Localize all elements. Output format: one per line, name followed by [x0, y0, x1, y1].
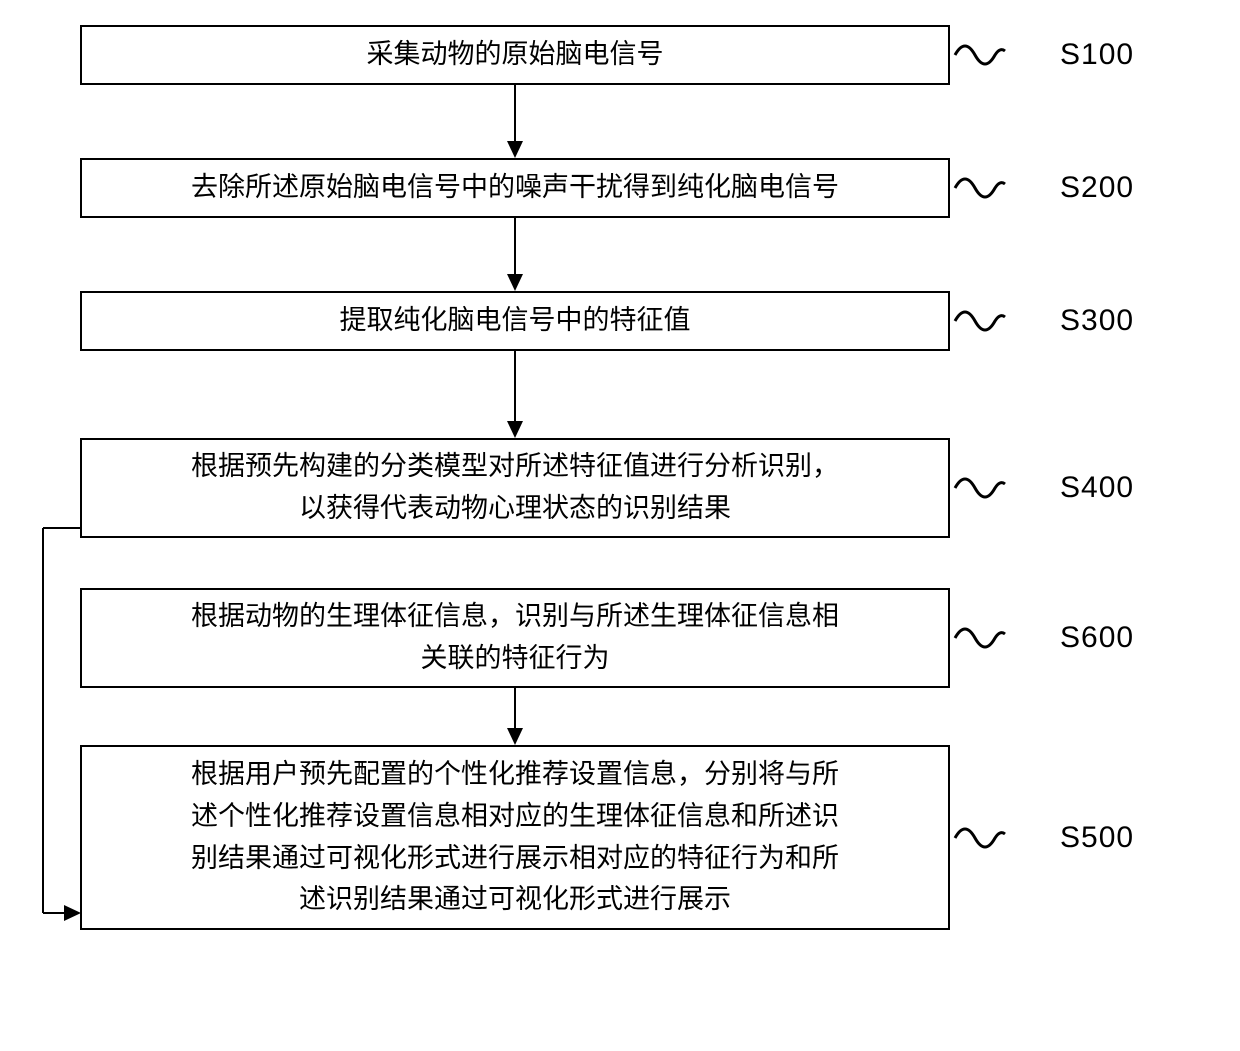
wave-icon	[950, 168, 1010, 208]
wave-icon	[950, 818, 1010, 858]
connector-s500	[950, 818, 1060, 858]
step-text-s200: 去除所述原始脑电信号中的噪声干扰得到纯化脑电信号	[191, 167, 839, 209]
step-row-s600: 根据动物的生理体征信息，识别与所述生理体征信息相 关联的特征行为 S600	[80, 588, 1160, 688]
connector-s200	[950, 168, 1060, 208]
step-text-wrap-s600: 根据动物的生理体征信息，识别与所述生理体征信息相 关联的特征行为	[191, 596, 839, 680]
step-row-s400: 根据预先构建的分类模型对所述特征值进行分析识别， 以获得代表动物心理状态的识别结…	[80, 438, 1160, 538]
arrow-s200-s300	[80, 218, 950, 291]
step-text-s400-l2: 以获得代表动物心理状态的识别结果	[299, 493, 731, 523]
step-box-s500: 根据用户预先配置的个性化推荐设置信息，分别将与所 述个性化推荐设置信息相对应的生…	[80, 745, 950, 930]
arrow-s600-s500	[80, 688, 950, 745]
wave-icon	[950, 35, 1010, 75]
step-row-s100: 采集动物的原始脑电信号 S100	[80, 25, 1160, 85]
wave-icon	[950, 618, 1010, 658]
step-box-s600: 根据动物的生理体征信息，识别与所述生理体征信息相 关联的特征行为	[80, 588, 950, 688]
step-text-s400-l1: 根据预先构建的分类模型对所述特征值进行分析识别，	[191, 451, 839, 481]
step-text-wrap-s500: 根据用户预先配置的个性化推荐设置信息，分别将与所 述个性化推荐设置信息相对应的生…	[191, 754, 839, 921]
step-label-s100: S100	[1060, 38, 1134, 72]
arrow-down-icon	[503, 218, 527, 291]
step-text-s500-l1: 根据用户预先配置的个性化推荐设置信息，分别将与所	[191, 759, 839, 789]
step-box-s400: 根据预先构建的分类模型对所述特征值进行分析识别， 以获得代表动物心理状态的识别结…	[80, 438, 950, 538]
step-label-s500: S500	[1060, 821, 1134, 855]
feedback-arrow	[35, 500, 95, 950]
arrow-s100-s200	[80, 85, 950, 158]
step-label-s300: S300	[1060, 304, 1134, 338]
step-row-s200: 去除所述原始脑电信号中的噪声干扰得到纯化脑电信号 S200	[80, 158, 1160, 218]
step-text-s500-l3: 别结果通过可视化形式进行展示相对应的特征行为和所	[191, 843, 839, 873]
step-label-s600: S600	[1060, 621, 1134, 655]
step-box-s300: 提取纯化脑电信号中的特征值	[80, 291, 950, 351]
wave-icon	[950, 468, 1010, 508]
step-text-s100: 采集动物的原始脑电信号	[367, 34, 664, 76]
connector-s300	[950, 301, 1060, 341]
step-text-s300: 提取纯化脑电信号中的特征值	[340, 300, 691, 342]
wave-icon	[950, 301, 1010, 341]
step-text-s600-l2: 关联的特征行为	[421, 643, 610, 673]
connector-s400	[950, 468, 1060, 508]
connector-s600	[950, 618, 1060, 658]
step-text-s500-l4: 述识别结果通过可视化形式进行展示	[299, 884, 731, 914]
arrow-down-icon	[503, 351, 527, 438]
arrow-down-icon	[503, 688, 527, 745]
step-label-s400: S400	[1060, 471, 1134, 505]
step-box-s200: 去除所述原始脑电信号中的噪声干扰得到纯化脑电信号	[80, 158, 950, 218]
step-text-s500-l2: 述个性化推荐设置信息相对应的生理体征信息和所述识	[191, 801, 839, 831]
flowchart-container: 采集动物的原始脑电信号 S100 去除所述原始脑电信号中的噪声干扰得到纯化脑电信…	[80, 25, 1160, 930]
step-box-s100: 采集动物的原始脑电信号	[80, 25, 950, 85]
step-row-s500: 根据用户预先配置的个性化推荐设置信息，分别将与所 述个性化推荐设置信息相对应的生…	[80, 745, 1160, 930]
step-label-s200: S200	[1060, 171, 1134, 205]
step-text-wrap-s400: 根据预先构建的分类模型对所述特征值进行分析识别， 以获得代表动物心理状态的识别结…	[191, 446, 839, 530]
step-text-s600-l1: 根据动物的生理体征信息，识别与所述生理体征信息相	[191, 601, 839, 631]
arrow-down-icon	[503, 85, 527, 158]
arrow-s300-s400	[80, 351, 950, 438]
step-row-s300: 提取纯化脑电信号中的特征值 S300	[80, 291, 1160, 351]
connector-s100	[950, 35, 1060, 75]
gap-s400-s600	[80, 538, 950, 588]
